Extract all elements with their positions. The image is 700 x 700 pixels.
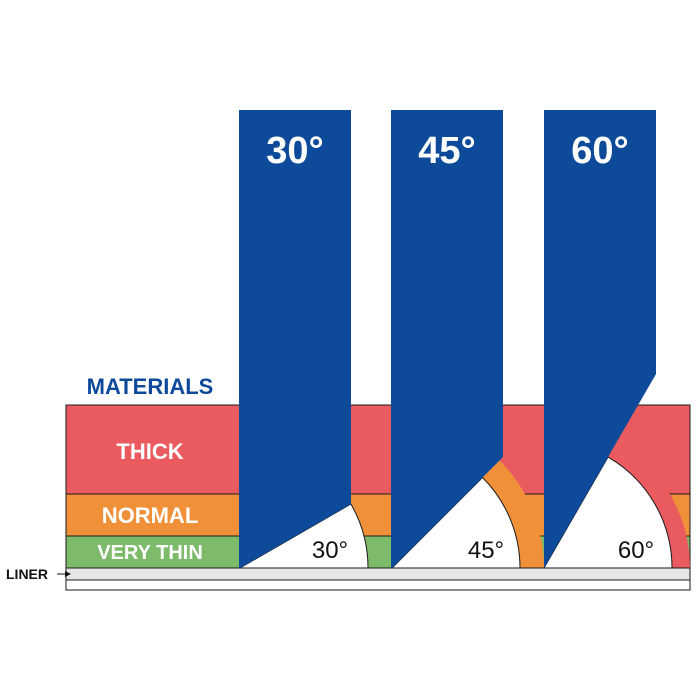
angle-45-label: 45° <box>468 537 504 564</box>
liner-label: LINER <box>6 566 48 582</box>
blade-45 <box>391 110 503 568</box>
angle-60-label: 60° <box>618 537 654 564</box>
blade-45-title: 45° <box>418 130 475 172</box>
liner <box>65 567 691 581</box>
normal-label: NORMAL <box>102 503 199 528</box>
very-thin-label: VERY THIN <box>97 542 203 564</box>
blade-60-title: 60° <box>571 130 628 172</box>
angle-30-label: 30° <box>312 537 348 564</box>
blade-60 <box>544 110 656 568</box>
blade-30-title: 30° <box>266 130 323 172</box>
liner-arrow-head <box>65 571 71 577</box>
angle-sector-60 <box>543 456 673 569</box>
blade-30 <box>239 110 351 568</box>
materials-heading: MATERIALS <box>87 374 214 399</box>
angle-sector-45 <box>390 476 521 569</box>
thick-label: THICK <box>116 439 183 464</box>
liner-base <box>65 579 691 591</box>
